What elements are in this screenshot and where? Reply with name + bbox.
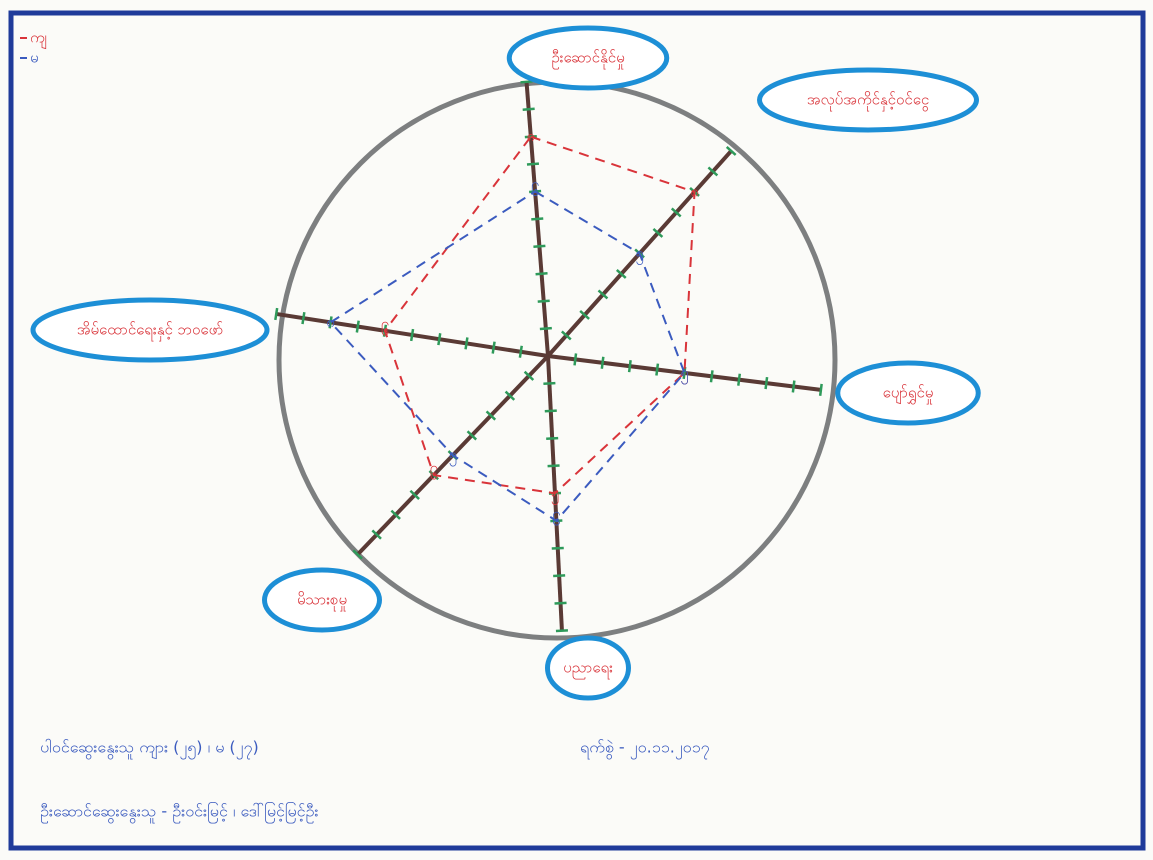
tick-mark xyxy=(371,529,382,540)
tick-mark xyxy=(553,574,566,578)
data-label: ၈ xyxy=(326,313,335,331)
data-label: ၆ xyxy=(531,182,539,200)
tick-mark xyxy=(544,409,557,413)
tick-mark xyxy=(543,381,556,386)
legend-entry: ကျ xyxy=(30,29,47,50)
tick-mark xyxy=(600,356,605,369)
tick-mark xyxy=(390,509,401,520)
tick-mark xyxy=(709,370,714,383)
label-bubble xyxy=(757,67,979,133)
data-label: ၈ xyxy=(690,182,699,200)
category-label: ပျော်ရွှင်မှု xyxy=(883,384,934,405)
tick-mark xyxy=(725,145,737,156)
tick-mark xyxy=(670,207,682,218)
tick-mark xyxy=(526,162,540,166)
tick-mark xyxy=(764,376,769,390)
tick-mark xyxy=(328,316,333,329)
tick-mark xyxy=(466,430,478,441)
category-label: ပညာရေး xyxy=(563,659,613,680)
series-line xyxy=(383,135,696,495)
tick-mark xyxy=(491,341,496,354)
tick-mark xyxy=(522,107,535,111)
data-label: ၆ xyxy=(430,466,438,484)
data-label: ၈ xyxy=(527,127,536,145)
tick-mark xyxy=(573,353,578,366)
tick-mark xyxy=(561,330,572,341)
tick-mark xyxy=(464,337,469,350)
tick-mark xyxy=(652,228,664,238)
tick-mark xyxy=(615,269,627,279)
category-label: အလုပ်အကိုင်နှင့်ဝင်ငွေ xyxy=(807,91,929,112)
tick-mark xyxy=(737,373,742,386)
tick-mark xyxy=(301,312,306,325)
tick-mark xyxy=(518,345,523,358)
category-label: မိသားစုမှု xyxy=(297,591,347,612)
data-label: ၅ xyxy=(680,363,688,384)
label-bubble xyxy=(30,297,270,363)
series-line xyxy=(329,190,686,523)
tick-mark xyxy=(485,410,497,421)
tick-mark xyxy=(523,370,535,381)
tick-mark xyxy=(535,272,548,276)
data-label: ၅ xyxy=(680,363,688,384)
tick-mark xyxy=(504,390,516,401)
label-bubble xyxy=(545,635,631,701)
data-label: ၅ xyxy=(449,446,457,467)
label-bubble xyxy=(835,360,981,426)
label-bubble xyxy=(262,567,382,633)
tick-mark xyxy=(352,549,363,560)
data-label: ၆ xyxy=(552,511,560,529)
tick-mark xyxy=(554,601,567,605)
tick-mark xyxy=(791,380,796,393)
frame xyxy=(8,10,1146,851)
category-label: အိမ်ထောင်ရေးနှင့် ဘဝဖော် xyxy=(77,321,224,342)
tick-mark xyxy=(537,299,550,303)
tick-mark xyxy=(546,436,559,440)
tick-mark xyxy=(551,546,564,550)
tick-mark xyxy=(539,326,552,331)
data-label: ၅ xyxy=(635,244,643,265)
tick-mark xyxy=(555,629,568,633)
tick-mark xyxy=(707,166,719,177)
data-label: ၆ xyxy=(381,321,389,339)
tick-mark xyxy=(409,328,415,342)
label-bubble xyxy=(506,25,670,91)
tick-mark xyxy=(579,310,590,320)
data-label: ၅ xyxy=(551,484,559,505)
tick-mark xyxy=(547,464,560,468)
note: ရက်စွဲ - ၂၀.၁၁.၂၀၁၇ xyxy=(580,738,710,760)
tick-mark xyxy=(533,244,546,249)
tick-mark xyxy=(597,289,609,300)
tick-mark xyxy=(520,80,533,84)
tick-mark xyxy=(437,333,442,346)
legend-entry: မ xyxy=(30,49,39,67)
tick-mark xyxy=(818,383,823,396)
tick-mark xyxy=(655,363,660,376)
tick-mark xyxy=(274,307,279,321)
note: ဦးဆောင်ဆွေးနွေးသူ - ဦးဝင်းမြင့် ၊ ဒေါ်မြ… xyxy=(40,802,319,824)
category-label: ဦးဆောင်နိုင်မှု xyxy=(551,49,624,70)
tick-mark xyxy=(355,320,360,333)
note: ပါဝင်ဆွေးနွေးသူ ကျား (၂၅) ၊ မ (၂၇) xyxy=(40,738,259,760)
tick-mark xyxy=(409,489,420,500)
tick-mark xyxy=(627,360,632,373)
tick-mark xyxy=(524,134,537,139)
tick-mark xyxy=(682,366,687,380)
tick-mark xyxy=(531,217,544,221)
